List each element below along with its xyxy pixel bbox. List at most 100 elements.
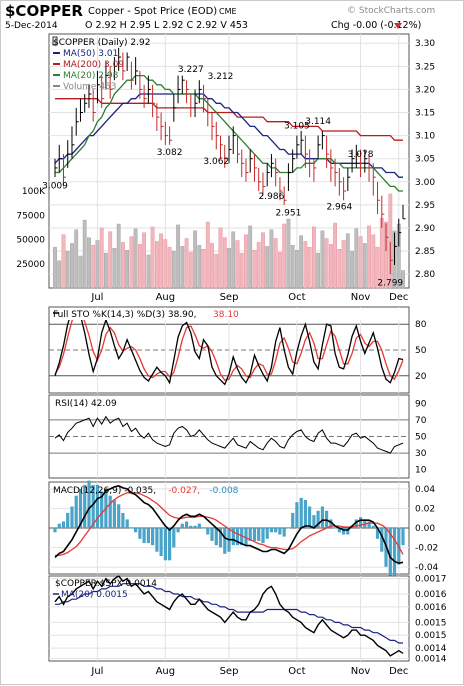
macd-histogram-bar xyxy=(257,528,261,541)
macd-histogram-bar xyxy=(303,500,307,528)
price-legend-item: Volume 453 xyxy=(63,82,117,92)
ratio-y-tick: 0.0015 xyxy=(415,631,447,641)
macd-histogram-bar xyxy=(180,523,184,528)
macd-histogram-bar xyxy=(295,502,299,528)
macd-histogram-bar xyxy=(53,528,57,533)
macd-histogram-bar xyxy=(337,528,341,533)
macd-histogram-bar xyxy=(176,528,180,533)
ratio-y-tick: 0.0016 xyxy=(415,603,447,613)
x-month-label: Dec xyxy=(389,292,408,303)
macd-histogram-bar xyxy=(269,528,273,533)
volume-bar xyxy=(367,225,371,289)
macd-histogram-bar xyxy=(278,528,282,535)
price-y-tick: 2.95 xyxy=(415,201,435,211)
volume-bar xyxy=(256,242,261,289)
ratio-panel: 0.0017 0.0016 0.0016 0.0015 0.0015 0.00140.00… xyxy=(48,575,447,677)
rsi-y-tick: 90 xyxy=(415,399,427,409)
macd-histogram-bar xyxy=(168,528,172,561)
volume-bar xyxy=(188,251,193,289)
volume-bar xyxy=(371,234,376,289)
volume-bar xyxy=(252,249,257,289)
macd-histogram-bar xyxy=(121,512,125,528)
volume-bar xyxy=(146,254,151,289)
macd-histogram-bar xyxy=(333,528,337,529)
volume-bar xyxy=(57,260,62,289)
volume-bar xyxy=(286,218,291,289)
volume-bar xyxy=(350,250,354,289)
macd-panel: 0.04 0.02 0.00 -0.02 -0.04 MACD(12,26,9) -0.0… xyxy=(48,480,439,580)
price-annotation: 3.227 xyxy=(178,65,204,75)
macd-y-tick: 0.00 xyxy=(415,524,435,534)
volume-bar xyxy=(320,230,325,289)
macd-histogram-bar xyxy=(108,495,112,528)
price-y-tick: 3.25 xyxy=(415,62,435,72)
macd-histogram-bar xyxy=(134,528,138,533)
price-y-tick: 3.20 xyxy=(415,85,435,95)
volume-bar xyxy=(299,235,303,289)
x-month-label-bottom: Nov xyxy=(351,666,371,677)
macd-histogram-bar xyxy=(320,506,324,528)
ratio-y-tick: 0.0017 xyxy=(415,575,447,585)
sto-legend-bg xyxy=(50,308,408,320)
volume-bar xyxy=(210,243,214,289)
price-annotation: 3.062 xyxy=(203,157,229,167)
sto-y-tick: 80 xyxy=(415,320,427,330)
macd-histogram-bar xyxy=(235,528,240,546)
volume-bar xyxy=(180,246,185,289)
volume-bar xyxy=(290,245,295,289)
rsi-legend: RSI(14) 42.09 xyxy=(55,399,117,409)
price-panel: 3.30 3.25 3.20 3.15 3.10 3.05 3.00 2.95 2.90 2.85… xyxy=(16,33,435,303)
price-y-tick: 2.90 xyxy=(415,224,435,234)
symbol-description: Copper - Spot Price (EOD) xyxy=(88,6,217,17)
volume-bar xyxy=(231,231,236,289)
volume-bar xyxy=(120,242,125,289)
volume-bar xyxy=(333,222,337,289)
price-y-tick: 2.80 xyxy=(415,270,435,280)
volume-bar xyxy=(171,250,176,289)
volume-bar xyxy=(108,231,113,289)
volume-bar xyxy=(74,229,79,289)
price-y-tick: 3.30 xyxy=(415,39,435,49)
ma50-line xyxy=(54,93,403,178)
price-y-tick: 3.00 xyxy=(415,178,435,188)
x-month-label: Oct xyxy=(288,292,305,303)
macd-histogram-bar xyxy=(83,484,87,528)
price-annotation: 2.951 xyxy=(276,208,302,218)
macd-histogram-bar xyxy=(346,528,350,535)
sto-y-tick: 50 xyxy=(415,346,427,356)
macd-histogram-bar xyxy=(206,528,210,535)
macd-signal-line xyxy=(55,492,404,557)
macd-histogram-bar xyxy=(359,517,363,528)
volume-bar xyxy=(244,234,248,289)
volume-bar xyxy=(205,221,210,289)
volume-bar xyxy=(345,233,350,289)
volume-bar xyxy=(82,219,87,289)
macd-histogram-bar xyxy=(163,528,167,561)
price-legend-item: MA(20) 2.98 xyxy=(63,71,119,81)
price-annotation: 2.799 xyxy=(377,279,403,289)
volume-bar xyxy=(282,223,287,289)
volume-tick: 100K xyxy=(22,187,46,197)
volume-bar xyxy=(248,225,253,289)
volume-bar xyxy=(167,247,172,289)
volume-bar xyxy=(193,230,197,289)
ma20-line xyxy=(55,74,403,192)
macd-histogram-bar xyxy=(240,528,244,546)
rsi-y-tick: 70 xyxy=(415,416,427,426)
macd-histogram-bar xyxy=(201,528,206,529)
volume-bar xyxy=(61,234,66,289)
watermark: © StockCharts.com xyxy=(347,6,435,16)
price-annotation: 3.009 xyxy=(42,182,68,192)
volume-bar xyxy=(354,228,359,289)
macd-histogram-bar xyxy=(70,506,74,528)
volume-bar xyxy=(95,240,100,289)
volume-bar xyxy=(261,232,265,289)
macd-histogram-bar xyxy=(91,484,95,528)
ma200-line xyxy=(55,98,403,141)
macd-legend-item: -0.027, xyxy=(168,486,200,496)
volume-bar xyxy=(401,270,405,289)
macd-histogram-bar xyxy=(210,528,214,541)
macd-histogram-bar xyxy=(375,528,380,539)
